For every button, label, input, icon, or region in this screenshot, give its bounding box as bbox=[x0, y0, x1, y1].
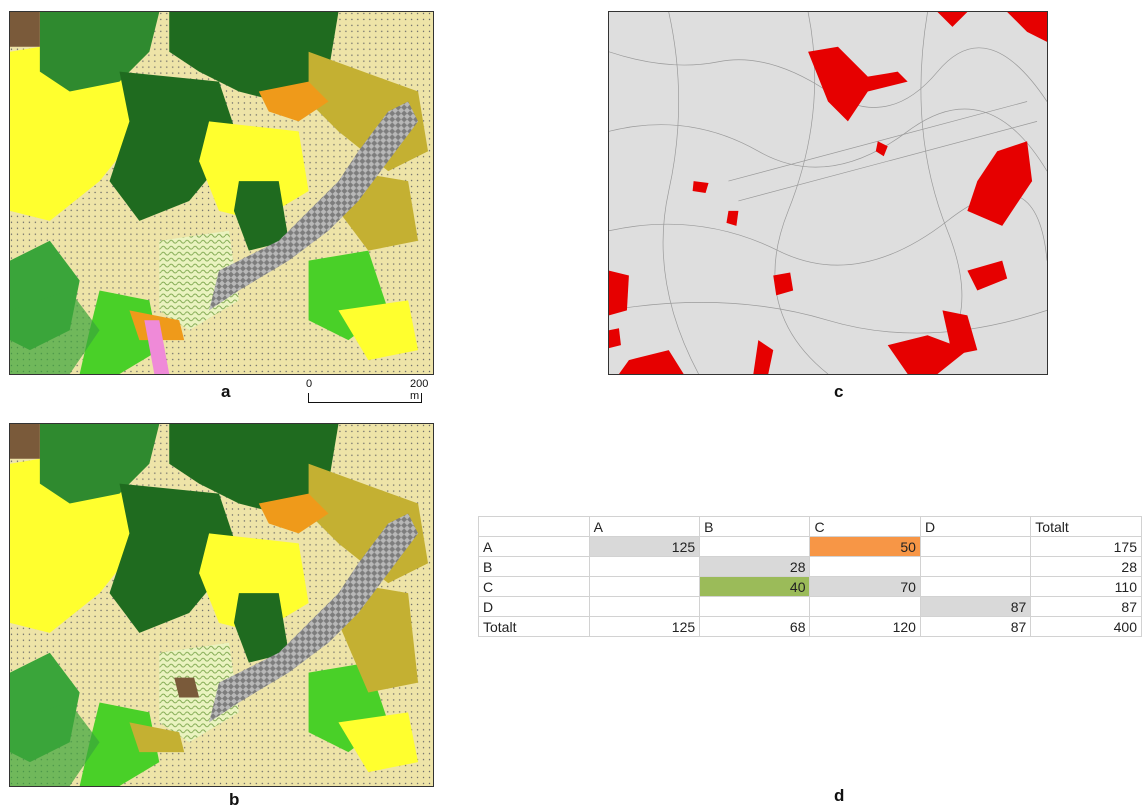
matrix-row: A 125 50 175 bbox=[478, 536, 1142, 557]
matrix-cell bbox=[588, 576, 701, 597]
matrix-total-row: Totalt 125 68 120 87 400 bbox=[478, 616, 1142, 637]
matrix-row-label: B bbox=[478, 556, 590, 577]
matrix-cell: 50 bbox=[809, 536, 921, 557]
matrix-header-cell: Totalt bbox=[1030, 516, 1142, 537]
matrix-total-cell: 125 bbox=[588, 616, 701, 637]
matrix-total-cell: 110 bbox=[1030, 576, 1142, 597]
scale-start-label: 0 bbox=[306, 378, 313, 390]
matrix-total-cell: 87 bbox=[1030, 596, 1142, 617]
matrix-cell bbox=[809, 556, 921, 577]
matrix-row-label: C bbox=[478, 576, 590, 597]
matrix-row: C 40 70 110 bbox=[478, 576, 1142, 597]
matrix-cell: 28 bbox=[699, 556, 811, 577]
panel-label-c: c bbox=[834, 382, 844, 401]
matrix-header-cell: A bbox=[588, 516, 701, 537]
panel-label-b: b bbox=[229, 790, 240, 809]
matrix-cell: 40 bbox=[699, 576, 811, 597]
matrix-total-cell: 120 bbox=[809, 616, 921, 637]
matrix-header-row: A B C D Totalt bbox=[478, 516, 1142, 537]
matrix-row-label: D bbox=[478, 596, 590, 617]
matrix-cell bbox=[588, 556, 701, 577]
land-cover-map-b-graphic bbox=[10, 424, 433, 786]
panel-label-d: d bbox=[834, 786, 845, 805]
matrix-cell bbox=[809, 596, 921, 617]
matrix-cell: 87 bbox=[919, 596, 1032, 617]
matrix-cell bbox=[919, 576, 1032, 597]
change-map-c bbox=[608, 11, 1048, 375]
land-cover-map-a bbox=[9, 11, 434, 375]
matrix-cell bbox=[699, 596, 811, 617]
matrix-header-cell bbox=[478, 516, 590, 537]
matrix-total-cell: 68 bbox=[699, 616, 811, 637]
matrix-total-cell: 28 bbox=[1030, 556, 1142, 577]
scale-end-label: 200 m bbox=[410, 378, 429, 402]
land-cover-map-b bbox=[9, 423, 434, 787]
matrix-total-cell: 87 bbox=[919, 616, 1032, 637]
matrix-cell: 125 bbox=[588, 536, 701, 557]
transition-matrix-table: A B C D Totalt A 125 50 175 B 28 28 C 40… bbox=[478, 516, 1142, 637]
matrix-row-label: Totalt bbox=[478, 616, 590, 637]
matrix-header-cell: C bbox=[809, 516, 921, 537]
matrix-cell bbox=[588, 596, 701, 617]
matrix-row: D 87 87 bbox=[478, 596, 1142, 617]
matrix-header-cell: B bbox=[699, 516, 811, 537]
panel-label-a: a bbox=[221, 382, 231, 401]
change-map-c-graphic bbox=[609, 12, 1047, 374]
scale-bar: 0 200 m bbox=[300, 378, 435, 410]
matrix-cell bbox=[699, 536, 811, 557]
matrix-row-label: A bbox=[478, 536, 590, 557]
matrix-cell bbox=[919, 556, 1032, 577]
matrix-row: B 28 28 bbox=[478, 556, 1142, 577]
land-cover-map-a-graphic bbox=[10, 12, 433, 374]
matrix-grand-total-cell: 400 bbox=[1030, 616, 1142, 637]
matrix-total-cell: 175 bbox=[1030, 536, 1142, 557]
matrix-cell bbox=[919, 536, 1032, 557]
matrix-cell: 70 bbox=[809, 576, 921, 597]
scale-line bbox=[308, 393, 422, 403]
matrix-header-cell: D bbox=[919, 516, 1032, 537]
